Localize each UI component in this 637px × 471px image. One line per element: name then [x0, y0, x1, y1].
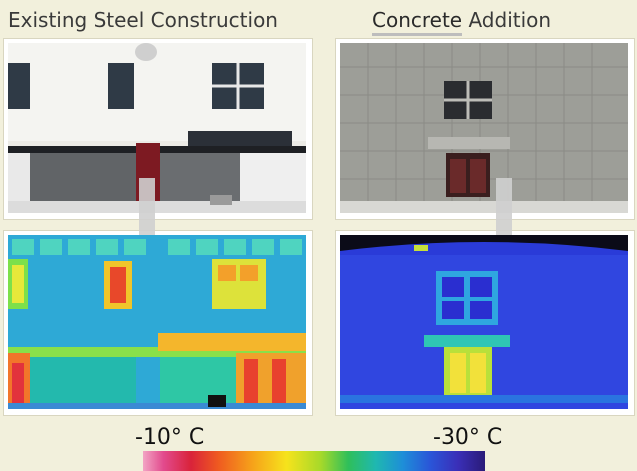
concrete-building-photo	[340, 43, 628, 213]
steel-thermal-image	[8, 235, 306, 409]
concrete-addition-title: Concrete Addition	[372, 8, 552, 36]
steel-construction-title: Existing Steel Construction	[8, 8, 278, 32]
warm-temperature-label: -10° C	[135, 425, 205, 450]
concrete-title-word: Concrete	[372, 8, 463, 36]
steel-building-photo	[8, 43, 306, 213]
temperature-color-scale	[143, 451, 485, 471]
addition-title-word: Addition	[468, 8, 552, 32]
steel-construction-title-text: Existing Steel Construction	[8, 8, 278, 32]
concrete-thermal-image	[340, 235, 628, 409]
cold-temperature-label: -30° C	[433, 425, 503, 450]
